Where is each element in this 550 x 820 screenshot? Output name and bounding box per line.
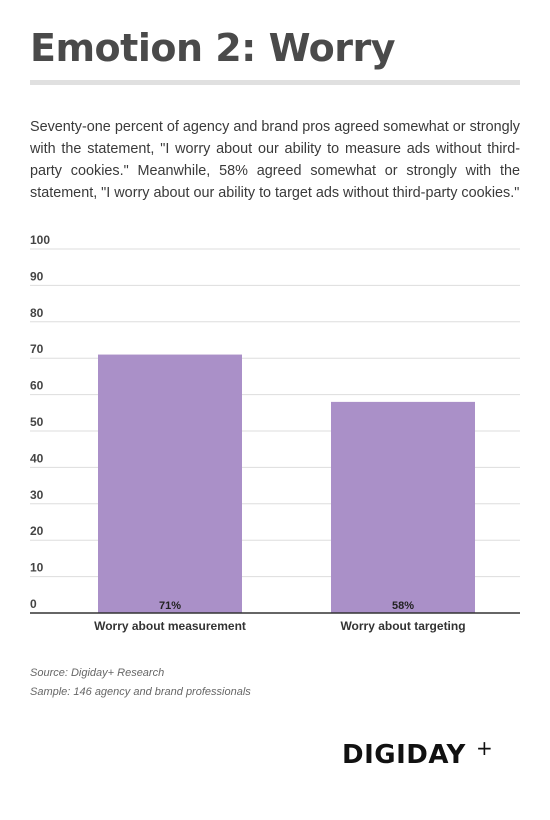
y-tick-label-10: 10 <box>30 561 44 575</box>
source-note: Source: Digiday+ Research <box>30 667 165 679</box>
y-tick-label-80: 80 <box>30 306 44 320</box>
y-tick-label-40: 40 <box>30 451 44 465</box>
y-tick-label-100: 100 <box>30 233 50 247</box>
logo-plus-icon: + <box>476 736 493 760</box>
y-tick-label-50: 50 <box>30 415 44 429</box>
bars: 71% 58% <box>98 354 475 613</box>
y-tick-label-0: 0 <box>30 597 37 611</box>
axes: 0 10 20 30 40 50 60 70 80 90 100 Worry about measur… <box>30 233 520 633</box>
intro-text: Seventy-one percent of agency and brand … <box>30 119 520 201</box>
digiday-logo: DIGIDAY <box>342 740 466 770</box>
title-divider <box>30 80 520 85</box>
y-tick-label-70: 70 <box>30 342 44 356</box>
bar-1 <box>98 354 242 613</box>
x-category-label-2: Worry about targeting <box>340 619 465 633</box>
y-tick-label-20: 20 <box>30 524 44 538</box>
data-label-1: 71% <box>159 600 181 612</box>
bar-chart: 71% 58% 0 10 20 30 40 50 60 70 80 90 100 Worry about… <box>30 233 520 633</box>
y-tick-label-30: 30 <box>30 488 44 502</box>
y-tick-label-60: 60 <box>30 379 44 393</box>
y-tick-label-90: 90 <box>30 269 44 283</box>
data-label-2: 58% <box>392 600 414 612</box>
x-category-label-1: Worry about measurement <box>94 619 246 633</box>
page-title: Emotion 2: Worry <box>30 26 396 70</box>
sample-note: Sample: 146 agency and brand professiona… <box>30 686 251 698</box>
bar-2 <box>331 401 475 613</box>
